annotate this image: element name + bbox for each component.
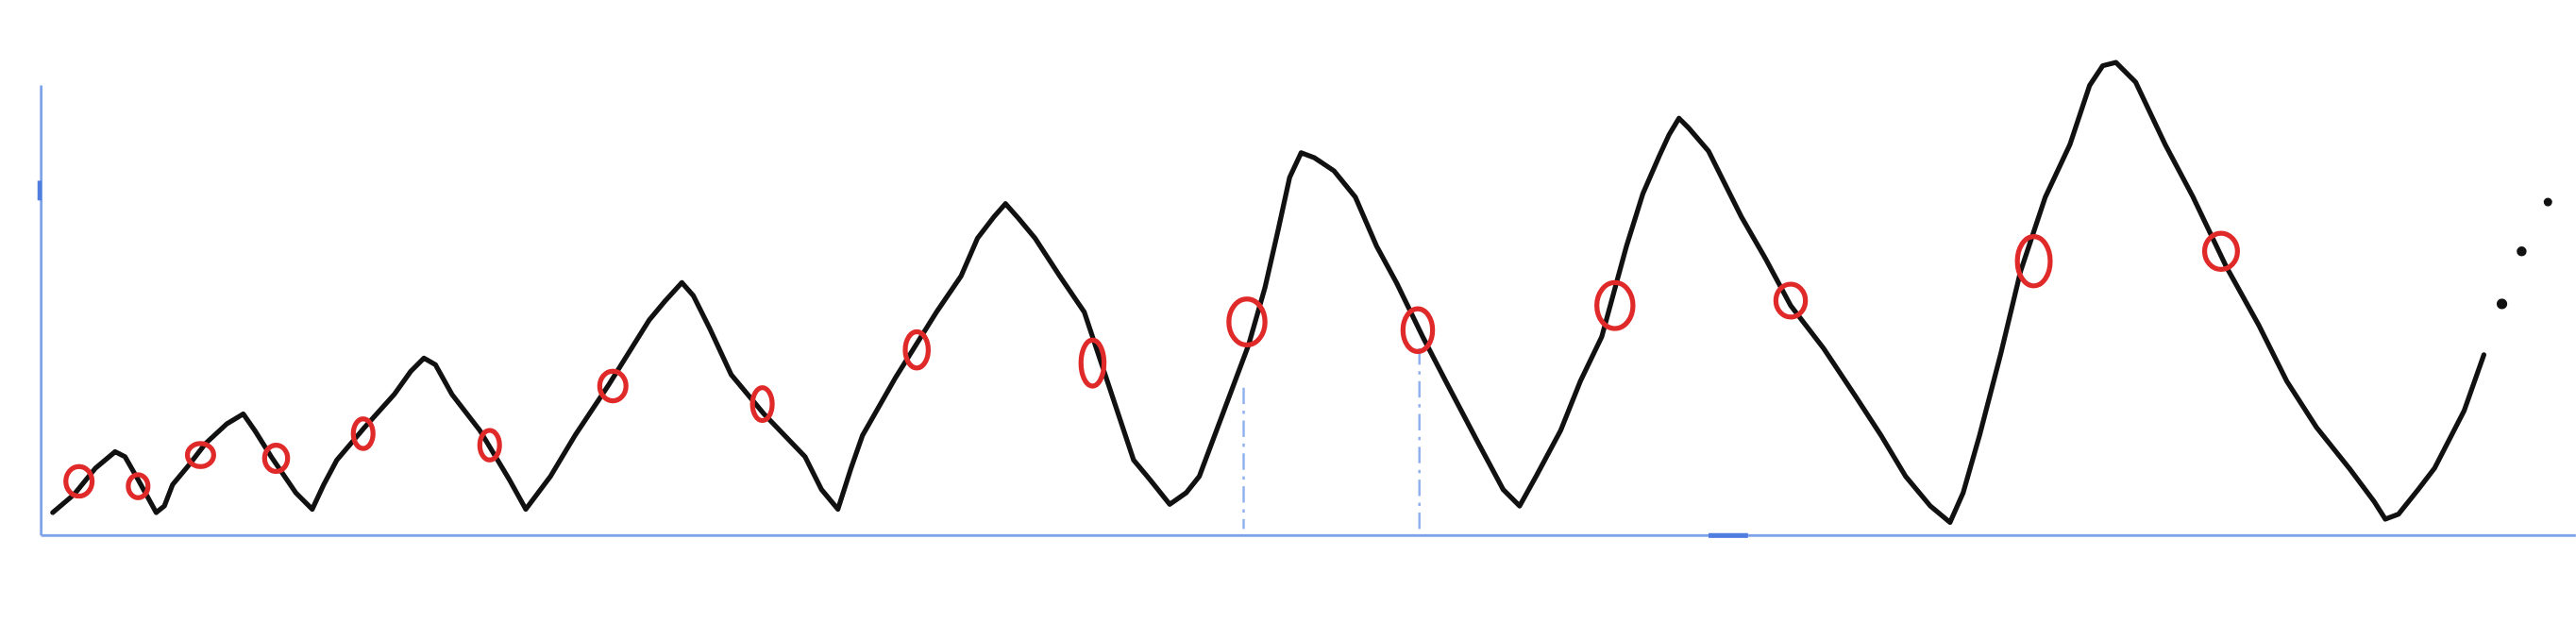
marker: [749, 385, 775, 424]
marker: [1078, 337, 1107, 389]
marker: [1400, 306, 1436, 355]
marker: [597, 368, 629, 404]
marker: [261, 442, 291, 475]
marker: [63, 463, 95, 499]
markers: [63, 230, 2240, 500]
dot: [2543, 197, 2552, 207]
marker: [1594, 279, 1636, 331]
marker: [1773, 281, 1809, 320]
marker: [126, 472, 151, 500]
wave: [50, 59, 2487, 526]
marker: [184, 441, 216, 469]
marker: [477, 428, 502, 463]
marker: [350, 416, 376, 451]
marker: [1226, 296, 1268, 348]
marker: [902, 328, 931, 371]
marker: [2201, 230, 2240, 273]
marker: [2014, 233, 2053, 289]
dot: [2496, 298, 2508, 310]
dot: [2517, 246, 2527, 257]
